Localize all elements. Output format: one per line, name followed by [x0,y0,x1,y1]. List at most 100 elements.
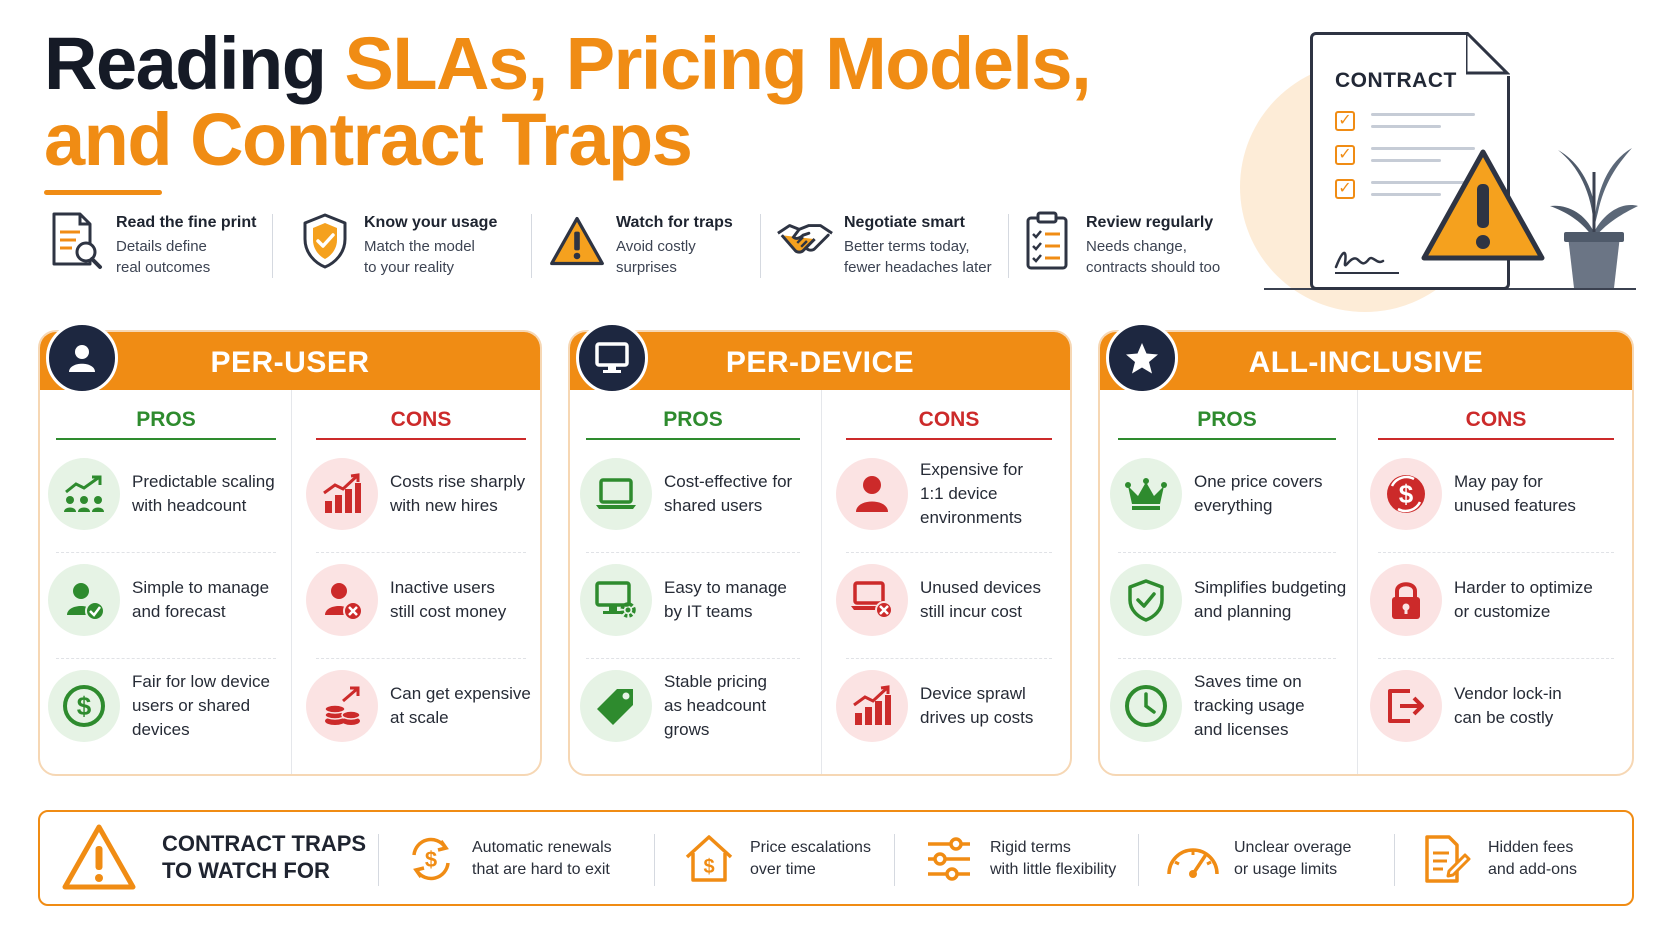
item-line: Harder to optimize [1454,578,1593,597]
shield-check-icon [296,208,354,274]
item-line: and planning [1194,602,1292,621]
trap-line: Rigid terms [990,839,1071,856]
column-divider [1357,390,1358,774]
sliders-icon [920,830,978,888]
item-line: as headcount [664,696,767,715]
trap-item: Hidden fees and add-ons [1418,830,1577,888]
hero-illustration: CONTRACT ✓ ✓ ✓ [1240,22,1650,312]
title-dark-part: Reading [44,22,345,105]
padlock-icon [1370,564,1442,636]
row-separator [56,658,276,659]
trap-item: $ Price escalations over time [680,830,871,888]
exit-door-icon [1370,670,1442,742]
trap-line: Unclear overage [1234,839,1352,856]
row-separator [1118,658,1336,659]
tip-negotiate-smart: Negotiate smart Better terms today, fewe… [776,208,992,290]
item-line: drives up costs [920,708,1034,727]
tip-divider [531,214,532,278]
traps-heading: CONTRACT TRAPS TO WATCH FOR [60,822,366,892]
pros-rule [1118,438,1336,440]
user-x-icon [306,564,378,636]
trap-item: Rigid terms with little flexibility [920,830,1116,888]
title-orange-part: SLAs, Pricing Models, [344,22,1091,105]
pro-item: Simple to manage and forecast [48,564,269,636]
trap-line: Hidden fees [1488,839,1574,856]
row-separator [316,658,526,659]
item-line: Easy to manage [664,578,787,597]
item-line: Unused devices [920,578,1041,597]
pros-heading: PROS [663,408,723,431]
checkbox-icon: ✓ [1335,179,1355,199]
trap-line: Price escalations [750,839,871,856]
row-separator [1118,552,1336,553]
pro-item: Predictable scaling with headcount [48,458,275,530]
trap-line: that are hard to exit [472,861,610,878]
item-line: users or shared [132,696,251,715]
item-line: Can get expensive [390,684,531,703]
tip-title: Review regularly [1086,214,1214,231]
trap-line: or usage limits [1234,861,1338,878]
title-underline [44,190,162,195]
pros-heading: PROS [1197,408,1257,431]
card-title: ALL-INCLUSIVE [1248,346,1484,379]
page-title: Reading SLAs, Pricing Models, and Contra… [44,26,1164,178]
tip-line: real outcomes [116,259,211,276]
traps-heading-line: TO WATCH FOR [162,858,330,883]
item-line: with headcount [132,496,247,515]
card-per-user: PER-USER PROS CONS Predictable scaling wi… [38,330,542,776]
trap-divider [894,834,895,886]
item-line: One price covers [1194,472,1323,491]
crown-icon [1110,458,1182,530]
clock-icon [1110,670,1182,742]
item-line: environments [920,508,1023,527]
item-line: Expensive for [920,460,1023,479]
checkbox-icon: ✓ [1335,111,1355,131]
trap-line: and add-ons [1488,861,1577,878]
checkbox-icon: ✓ [1335,145,1355,165]
laptop-icon [580,458,652,530]
tip-divider [760,214,761,278]
tip-review-regularly: Review regularly Needs change, contracts… [1018,208,1220,290]
con-item: Vendor lock-in can be costly [1370,670,1562,742]
pro-item: $ Fair for low device users or shared devi… [48,670,270,742]
star-icon [1106,322,1178,394]
con-item: Device sprawl drives up costs [836,670,1033,742]
rising-bars-icon [836,670,908,742]
document-magnifier-icon [48,208,106,274]
item-line: with new hires [390,496,498,515]
pros-rule [586,438,800,440]
item-line: everything [1194,496,1273,515]
svg-text:$: $ [703,856,714,878]
warning-triangle-icon [62,824,136,890]
item-line: grows [664,720,710,739]
page-fold-icon [1466,32,1510,76]
row-separator [56,552,276,553]
con-item: Can get expensive at scale [306,670,531,742]
column-divider [291,390,292,774]
growth-people-icon [48,458,120,530]
tip-watch-traps: Watch for traps Avoid costly surprises [548,208,733,290]
item-line: Saves time on [1194,672,1302,691]
item-line: at scale [390,708,449,727]
item-line: Inactive users [390,578,495,597]
item-line: May pay for [1454,472,1543,491]
item-line: Device sprawl [920,684,1026,703]
row-separator [586,658,800,659]
cons-heading: CONS [390,408,452,431]
card-header [40,332,540,390]
card-header [570,332,1070,390]
handshake-icon [776,208,834,274]
item-line: Vendor lock-in [1454,684,1562,703]
item-line: Predictable scaling [132,472,275,491]
tip-line: Needs change, [1086,238,1187,255]
tip-divider [1008,214,1009,278]
con-item: $ May pay for unused features [1370,458,1576,530]
clipboard-checklist-icon [1018,208,1076,274]
title-second-line: and Contract Traps [44,98,693,181]
item-line: unused features [1454,496,1576,515]
tip-title: Read the fine print [116,214,257,231]
item-line: by IT teams [664,602,753,621]
tip-line: Details define [116,238,207,255]
tip-title: Know your usage [364,214,498,231]
pro-item: Cost-effective for shared users [580,458,792,530]
